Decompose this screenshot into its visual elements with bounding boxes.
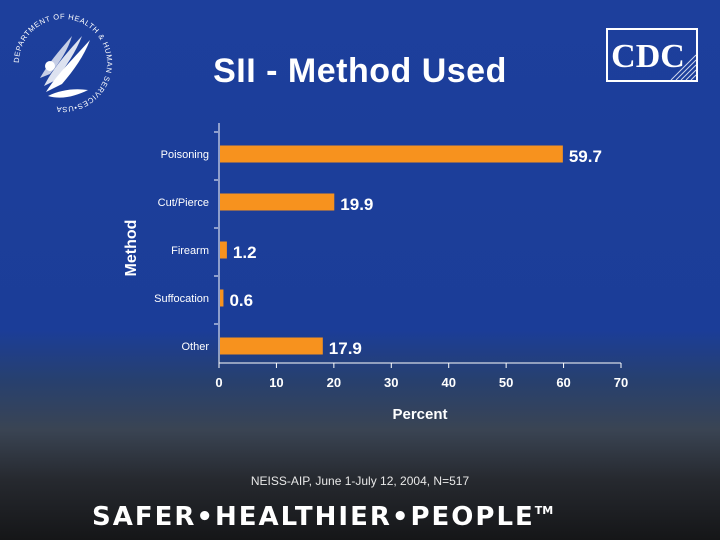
tagline: SAFER•HEALTHIER•PEOPLETM (92, 502, 637, 532)
trademark-mark: TM (534, 504, 554, 517)
value-label: 19.9 (340, 195, 373, 214)
x-tick-label: 60 (556, 375, 570, 390)
x-axis-title: Percent (392, 406, 447, 423)
footnote: NEISS-AIP, June 1-July 12, 2004, N=517 (250, 474, 470, 488)
x-tick-label: 20 (327, 375, 341, 390)
category-label: Other (181, 341, 209, 353)
bar (220, 193, 335, 211)
hhs-logo: DEPARTMENT OF HEALTH & HUMAN SERVICES•US… (4, 4, 122, 122)
bar (220, 145, 563, 163)
value-label: 59.7 (569, 147, 602, 166)
x-tick-label: 30 (384, 375, 398, 390)
x-tick-label: 50 (499, 375, 513, 390)
x-tick-label: 0 (215, 375, 222, 390)
x-tick-label: 40 (441, 375, 455, 390)
bar (220, 337, 323, 355)
tagline-text: SAFER•HEALTHIER•PEOPLE (92, 502, 535, 532)
slide-title: SII - Method Used (213, 52, 507, 90)
value-label: 0.6 (229, 291, 253, 310)
bar (220, 241, 227, 259)
category-label: Suffocation (154, 293, 209, 305)
x-tick-label: 10 (269, 375, 283, 390)
category-label: Poisoning (161, 149, 209, 161)
bar (220, 289, 224, 307)
cdc-logo: CDC (606, 28, 698, 82)
y-axis-title: Method (123, 220, 140, 277)
value-label: 17.9 (329, 339, 362, 358)
category-label: Cut/Pierce (158, 197, 209, 209)
x-tick-label: 70 (614, 375, 628, 390)
cdc-logo-text: CDC (611, 38, 685, 75)
category-label: Firearm (171, 245, 209, 257)
value-label: 1.2 (233, 243, 257, 262)
